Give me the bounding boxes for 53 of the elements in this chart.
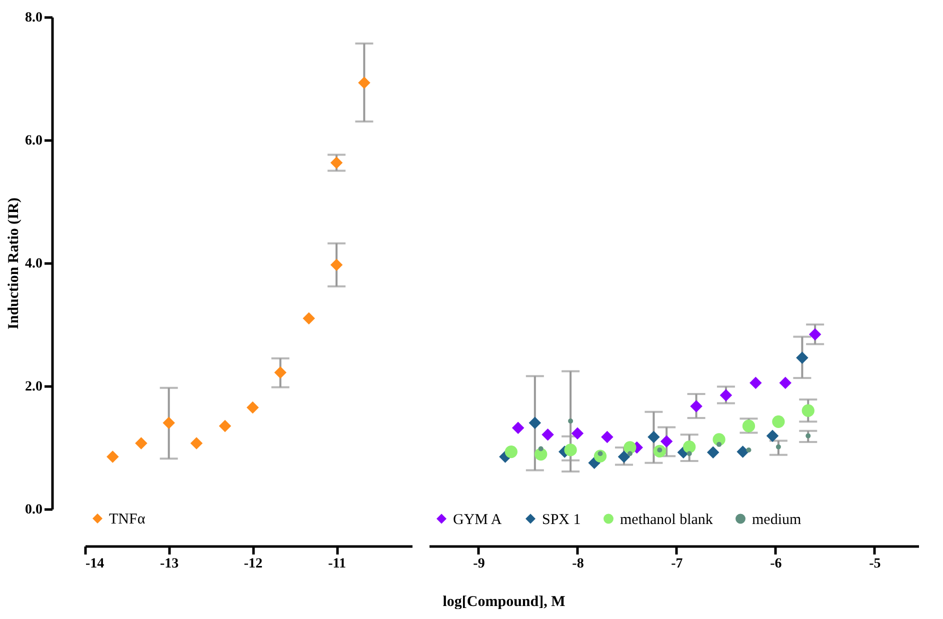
legend-label: GYM A: [453, 512, 502, 528]
x-tick-label: -9: [473, 556, 485, 572]
point: [796, 352, 808, 364]
legend-label: TNFα: [109, 512, 146, 528]
y-tick-label: 4.0: [25, 256, 42, 272]
legend-label: methanol blank: [620, 512, 714, 528]
point: [746, 447, 752, 452]
point: [720, 389, 732, 402]
point: [538, 446, 544, 452]
point: [564, 444, 577, 456]
x-tick-label: -11: [328, 556, 346, 572]
legend-label: SPX 1: [542, 512, 581, 528]
point: [776, 444, 781, 450]
y-axis-title: Induction Ratio (IR): [6, 198, 22, 330]
legend-label: medium: [752, 512, 802, 528]
point: [568, 418, 574, 424]
y-tick-label: 6.0: [25, 134, 42, 148]
point: [528, 416, 542, 430]
point: [736, 446, 749, 458]
point: [660, 435, 673, 448]
point: [504, 445, 518, 458]
point: [683, 440, 696, 454]
point: [766, 430, 779, 442]
point: [648, 430, 660, 444]
point: [542, 428, 554, 441]
x-tick-label: -5: [869, 556, 881, 572]
x-tick-label: -13: [160, 556, 179, 572]
point: [627, 451, 632, 456]
x-axis-title: log[Compound], M: [442, 594, 566, 610]
y-tick-label: 0.0: [25, 502, 42, 518]
point: [686, 451, 692, 456]
point: [534, 448, 548, 461]
point: [601, 430, 614, 444]
point: [772, 415, 785, 428]
x-tick-label: -6: [770, 556, 782, 572]
point: [716, 442, 722, 447]
point: [690, 400, 702, 412]
point: [618, 450, 630, 463]
x-tick-label: -14: [86, 556, 104, 572]
point: [512, 422, 524, 434]
x-tick-label: -12: [244, 556, 263, 572]
y-tick-label: 2.0: [25, 380, 42, 394]
point: [571, 427, 584, 440]
point: [802, 404, 814, 417]
point: [624, 441, 636, 454]
x-tick-label: -8: [572, 556, 584, 572]
point: [779, 376, 792, 390]
x-tick-label: -7: [671, 556, 683, 572]
point: [808, 328, 822, 340]
y-tick-label: 8.0: [25, 10, 42, 26]
point: [706, 446, 720, 459]
point: [806, 433, 811, 438]
point: [750, 376, 762, 390]
